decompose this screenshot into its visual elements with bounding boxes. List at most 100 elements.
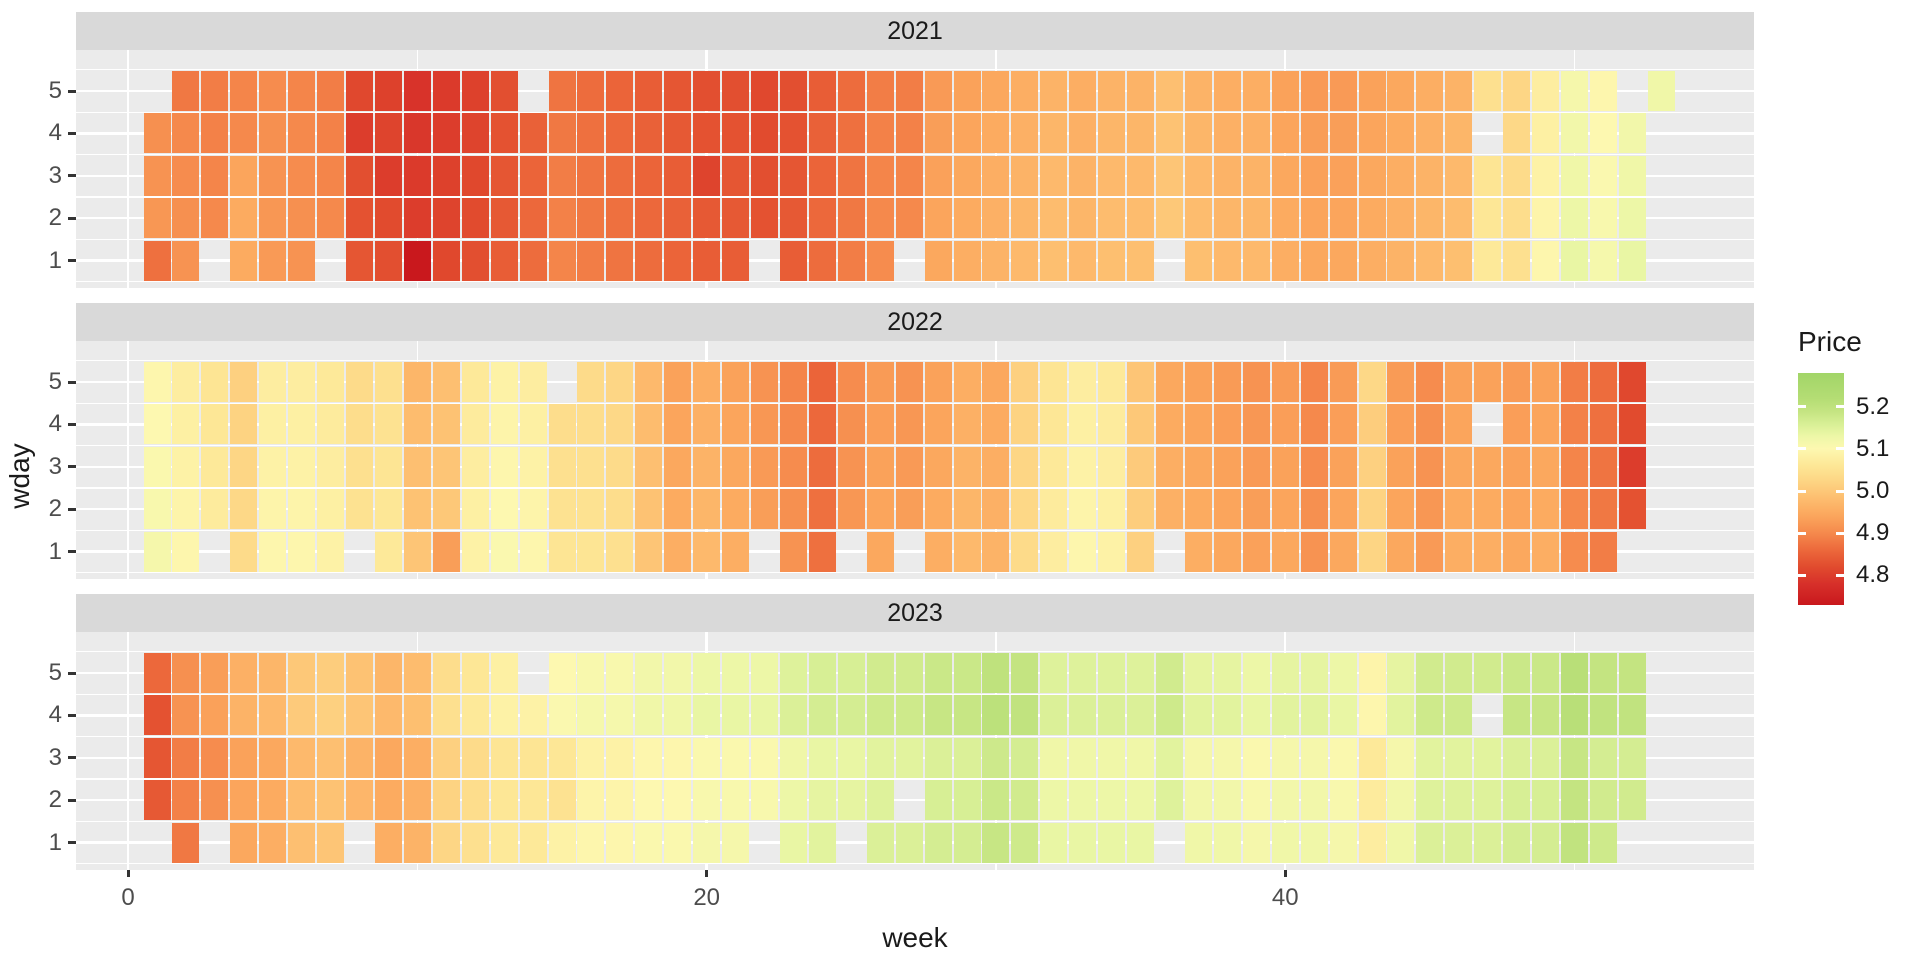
y-tick-mark — [68, 841, 76, 845]
legend-tick-mark — [1836, 489, 1844, 493]
heatmap-tile — [374, 822, 402, 863]
heatmap-tile — [1503, 71, 1531, 111]
heatmap-tile — [1069, 71, 1097, 111]
heatmap-tile — [953, 71, 981, 111]
heatmap-tile — [1127, 489, 1155, 530]
heatmap-tile — [751, 155, 779, 196]
heatmap-tile — [1213, 737, 1241, 778]
heatmap-tile — [1011, 446, 1039, 487]
heatmap-tile — [201, 489, 229, 530]
heatmap-tile — [1416, 198, 1444, 239]
heatmap-tile — [866, 155, 894, 196]
heatmap-tile — [606, 240, 634, 281]
heatmap-tile — [722, 155, 750, 196]
heatmap-tile — [1329, 446, 1357, 487]
heatmap-tile — [1156, 653, 1184, 693]
heatmap-tile — [403, 155, 431, 196]
heatmap-tile — [1069, 531, 1097, 572]
heatmap-tile — [1040, 780, 1068, 821]
heatmap-tile — [635, 653, 663, 693]
heatmap-tile — [1300, 653, 1328, 693]
heatmap-tile — [461, 71, 489, 111]
heatmap-tile — [1300, 446, 1328, 487]
heatmap-tile — [1300, 404, 1328, 445]
heatmap-tile — [172, 113, 200, 154]
heatmap-tile — [1213, 780, 1241, 821]
heatmap-tile — [1503, 489, 1531, 530]
heatmap-tile — [1300, 531, 1328, 572]
heatmap-tile — [779, 737, 807, 778]
heatmap-tile — [1242, 780, 1270, 821]
heatmap-tile — [866, 404, 894, 445]
heatmap-tile — [259, 653, 287, 693]
heatmap-tile — [1590, 489, 1617, 530]
heatmap-tile — [1242, 446, 1270, 487]
heatmap-tile — [230, 531, 258, 572]
heatmap-tile — [1271, 155, 1299, 196]
heatmap-tile — [519, 404, 547, 445]
heatmap-tile — [259, 71, 287, 111]
heatmap-tile — [317, 737, 345, 778]
heatmap-tile — [259, 822, 287, 863]
heatmap-tile — [693, 446, 721, 487]
heatmap-tile — [1069, 822, 1097, 863]
heatmap-tile — [1098, 780, 1126, 821]
heatmap-tile — [779, 155, 807, 196]
heatmap-tile — [1561, 531, 1589, 572]
heatmap-tile — [924, 198, 952, 239]
heatmap-tile — [548, 695, 576, 736]
heatmap-tile — [1184, 822, 1212, 863]
heatmap-tile — [1474, 489, 1502, 530]
heatmap-tile — [201, 155, 229, 196]
heatmap-tile — [779, 653, 807, 693]
heatmap-tile — [288, 695, 316, 736]
heatmap-tile — [1358, 489, 1386, 530]
heatmap-tile — [1184, 404, 1212, 445]
heatmap-tile — [606, 695, 634, 736]
heatmap-tile — [1184, 489, 1212, 530]
heatmap-tile — [924, 531, 952, 572]
heatmap-tile — [432, 404, 460, 445]
heatmap-tile — [1618, 489, 1646, 530]
heatmap-tile — [1387, 531, 1415, 572]
heatmap-tile — [1561, 695, 1589, 736]
heatmap-tile — [548, 653, 576, 693]
heatmap-tile — [230, 737, 258, 778]
heatmap-tile — [1387, 404, 1415, 445]
heatmap-tile — [1127, 653, 1155, 693]
heatmap-tile — [201, 737, 229, 778]
heatmap-tile — [1503, 404, 1531, 445]
heatmap-tile — [577, 780, 605, 821]
heatmap-tile — [664, 653, 692, 693]
heatmap-tile — [230, 822, 258, 863]
heatmap-tile — [1184, 531, 1212, 572]
y-tick-mark — [68, 259, 76, 263]
heatmap-tile — [1242, 531, 1270, 572]
heatmap-tile — [1156, 489, 1184, 530]
heatmap-tile — [924, 780, 952, 821]
heatmap-tile — [201, 404, 229, 445]
heatmap-tile — [346, 695, 373, 736]
y-tick-mark — [68, 89, 76, 93]
heatmap-tile — [982, 155, 1010, 196]
heatmap-tile — [1213, 653, 1241, 693]
heatmap-tile — [779, 489, 807, 530]
heatmap-tile — [808, 737, 836, 778]
heatmap-tile — [866, 737, 894, 778]
heatmap-tile — [1098, 489, 1126, 530]
heatmap-tile — [519, 822, 547, 863]
heatmap-tile — [722, 362, 750, 402]
heatmap-tile — [1271, 198, 1299, 239]
heatmap-tile — [1445, 446, 1473, 487]
heatmap-tile — [664, 71, 692, 111]
heatmap-tile — [1040, 489, 1068, 530]
legend-tick-label: 5.0 — [1856, 477, 1890, 505]
heatmap-tile — [1069, 113, 1097, 154]
heatmap-tile — [606, 822, 634, 863]
heatmap-tile — [548, 240, 576, 281]
legend-gradient-bar: 5.2 5.1 5.0 4.9 4.8 — [1798, 373, 1889, 605]
heatmap-tile — [722, 780, 750, 821]
legend-tick-label: 4.8 — [1856, 561, 1890, 589]
heatmap-tile — [1329, 531, 1357, 572]
heatmap-tile — [1358, 446, 1386, 487]
